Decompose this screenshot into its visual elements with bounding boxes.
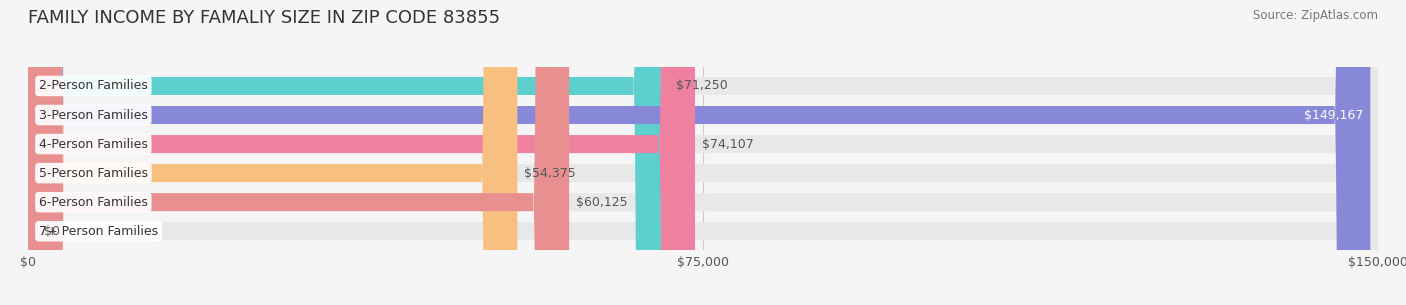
- Text: $54,375: $54,375: [524, 167, 576, 180]
- FancyBboxPatch shape: [28, 0, 1371, 305]
- FancyBboxPatch shape: [28, 0, 569, 305]
- Text: 4-Person Families: 4-Person Families: [39, 138, 148, 151]
- FancyBboxPatch shape: [28, 0, 1378, 305]
- Text: $149,167: $149,167: [1305, 109, 1364, 121]
- FancyBboxPatch shape: [28, 0, 1378, 305]
- FancyBboxPatch shape: [28, 0, 695, 305]
- Text: 2-Person Families: 2-Person Families: [39, 80, 148, 92]
- Text: 5-Person Families: 5-Person Families: [39, 167, 148, 180]
- FancyBboxPatch shape: [28, 0, 1378, 305]
- Text: 6-Person Families: 6-Person Families: [39, 196, 148, 209]
- FancyBboxPatch shape: [28, 0, 1378, 305]
- FancyBboxPatch shape: [28, 0, 517, 305]
- FancyBboxPatch shape: [28, 0, 1378, 305]
- FancyBboxPatch shape: [28, 0, 1378, 305]
- Text: Source: ZipAtlas.com: Source: ZipAtlas.com: [1253, 9, 1378, 22]
- Text: 3-Person Families: 3-Person Families: [39, 109, 148, 121]
- Text: $0: $0: [45, 225, 60, 238]
- Text: $60,125: $60,125: [576, 196, 627, 209]
- Text: $74,107: $74,107: [702, 138, 754, 151]
- Text: 7+ Person Families: 7+ Person Families: [39, 225, 157, 238]
- Text: $71,250: $71,250: [676, 80, 728, 92]
- FancyBboxPatch shape: [28, 0, 669, 305]
- Text: FAMILY INCOME BY FAMALIY SIZE IN ZIP CODE 83855: FAMILY INCOME BY FAMALIY SIZE IN ZIP COD…: [28, 9, 501, 27]
